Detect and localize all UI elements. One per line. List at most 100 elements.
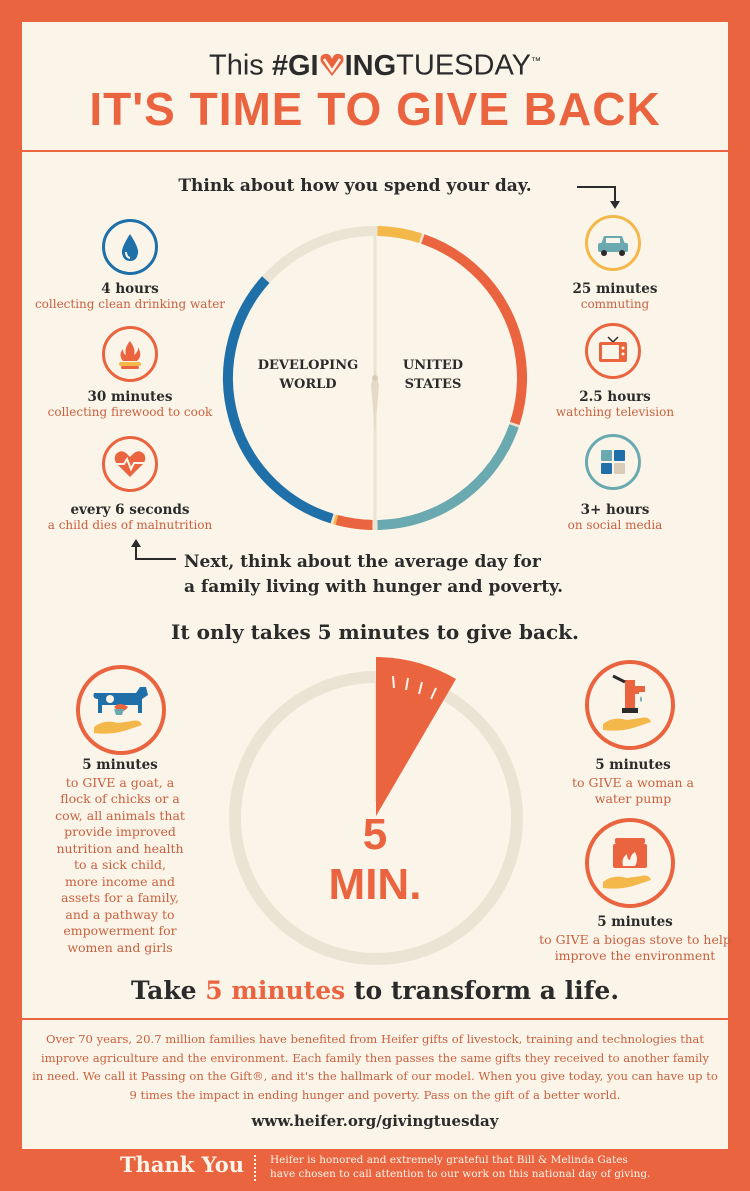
think-about-day: Think about how you spend your day. [178, 176, 532, 196]
logo-hashtag-gi: #GI [271, 49, 319, 82]
next-think-line1: Next, think about the average day for [184, 552, 541, 572]
stat-firewood: 30 minutes collecting firewood to cook [20, 389, 240, 419]
about-line: in need. We call it Passing on the Gift®… [32, 1069, 718, 1083]
five-minute-timer [229, 657, 523, 965]
stat-television: 2.5 hours watching television [530, 389, 700, 419]
clock-hand [371, 371, 379, 433]
campfire-icon [102, 326, 158, 382]
timer-wedge [376, 657, 456, 816]
clock-center [372, 375, 378, 381]
footer-note-line2: have chosen to call attention to our wor… [270, 1168, 651, 1180]
next-think-line2: a family living with hunger and poverty. [184, 577, 564, 597]
developing-label-line1: DEVELOPING [257, 358, 359, 373]
livestock-gift-icon [76, 665, 166, 755]
stat-firewood-value: 30 minutes [87, 389, 173, 405]
about-line: improve agriculture and the environment.… [40, 1050, 710, 1065]
biogas-stove-gift-icon [585, 818, 675, 908]
gift-biogas-title: 5 minutes [597, 914, 673, 930]
gift-livestock-line: to a sick child, [74, 857, 166, 872]
us-label-line1: UNITED [402, 358, 464, 373]
water-drop-icon [102, 219, 158, 275]
gift-livestock-line: flock of chicks or a [60, 791, 180, 806]
gift-livestock-line: cow, all animals that [55, 807, 185, 823]
stat-water-value: 4 hours [101, 281, 159, 297]
trademark: ™ [531, 56, 541, 67]
water-pump-gift-icon [585, 660, 675, 750]
arrow-down-right-icon [577, 186, 620, 209]
clock-segment-malnutrition [335, 515, 373, 530]
next-think-text: Next, think about the average day for a … [184, 550, 604, 600]
timer-unit: MIN. [328, 860, 422, 909]
thank-you-heading: Thank You [120, 1152, 245, 1177]
stat-television-value: 2.5 hours [579, 389, 651, 405]
stat-social-media: 3+ hours on social media [530, 502, 700, 532]
stat-television-desc: watching television [555, 405, 675, 419]
day-clock-chart [223, 226, 527, 530]
about-line: Over 70 years, 20.7 million families hav… [45, 1032, 704, 1046]
us-label-line2: STATES [404, 377, 462, 392]
about-line: 9 times the impact in ending hunger and … [129, 1087, 621, 1102]
tagline-pre: Take [130, 976, 206, 1005]
footer-dotted-divider [254, 1155, 256, 1181]
take-five-minutes-tagline: Take 5 minutes to transform a life. [0, 976, 750, 1005]
about-heifer-paragraph: Over 70 years, 20.7 million families hav… [22, 1030, 728, 1104]
logo-tuesday: TUESDAY [396, 49, 531, 82]
tagline-highlight: 5 minutes [205, 976, 346, 1005]
five-minutes-heading: It only takes 5 minutes to give back. [171, 620, 579, 644]
headline: IT'S TIME TO GIVE BACK [89, 83, 661, 135]
gift-livestock-line: provide improved [64, 824, 176, 839]
timer-label: 5 MIN. [300, 810, 450, 910]
gift-water-pump-line: water pump [594, 791, 672, 806]
clock-segment-television [421, 234, 527, 425]
footer-note-line1: Heifer is honored and extremely grateful… [270, 1154, 628, 1166]
gift-livestock-line: empowerment for [63, 923, 177, 938]
stat-social-media-value: 3+ hours [580, 502, 650, 518]
clock-label-united-states: UNITED STATES [383, 356, 483, 394]
header-divider [22, 150, 728, 152]
stat-malnutrition: every 6 seconds a child dies of malnutri… [20, 502, 240, 532]
gift-livestock-line: to GIVE a goat, a [65, 774, 175, 790]
stat-commuting-desc: commuting [580, 297, 650, 311]
stat-social-media-desc: on social media [567, 518, 663, 532]
gift-water-pump-title: 5 minutes [595, 757, 671, 773]
stat-commuting: 25 minutes commuting [530, 281, 700, 311]
footer-bar [0, 1149, 750, 1191]
gift-water-pump-text: 5 minutes to GIVE a woman a water pump [548, 757, 718, 808]
stat-malnutrition-value: every 6 seconds [70, 502, 190, 518]
giving-tuesday-title: This #GI INGTUESDAY™ [0, 44, 750, 84]
social-media-icon [585, 434, 641, 490]
clock-segment-water [223, 276, 334, 524]
stat-firewood-desc: collecting firewood to cook [47, 405, 213, 419]
logo-ing: ING [344, 49, 397, 82]
gift-livestock-line: more income and [64, 873, 176, 889]
heifer-url-link[interactable]: www.heifer.org/givingtuesday [251, 1112, 499, 1130]
gift-water-pump-line: to GIVE a woman a [571, 774, 694, 790]
heartbeat-icon [102, 436, 158, 492]
title-this: This [209, 49, 264, 82]
gift-livestock-line: nutrition and health [56, 840, 184, 856]
gift-biogas-text: 5 minutes to GIVE a biogas stove to help… [520, 914, 750, 965]
about-divider [22, 1018, 728, 1020]
footer-gates-note: Heifer is honored and extremely grateful… [270, 1153, 740, 1181]
stat-commuting-value: 25 minutes [572, 281, 658, 297]
gift-livestock-line: assets for a family, [61, 890, 179, 905]
stat-water-desc: collecting clean drinking water [34, 297, 226, 311]
television-icon [585, 323, 641, 379]
car-icon [585, 215, 641, 271]
tagline-post: to transform a life. [345, 976, 620, 1005]
timer-number: 5 [362, 810, 388, 859]
clock-label-developing-world: DEVELOPING WORLD [248, 356, 368, 394]
heart-v-icon [320, 53, 344, 76]
stat-water: 4 hours collecting clean drinking water [20, 281, 240, 311]
gift-biogas-line: improve the environment [554, 948, 716, 963]
timer-tick-marks [392, 675, 437, 700]
gift-livestock-title: 5 minutes [82, 757, 158, 773]
gift-biogas-line: to GIVE a biogas stove to help [539, 931, 731, 947]
clock-segment-commuting [377, 226, 422, 243]
giving-tuesday-logo: #GI ING [272, 50, 396, 82]
gift-livestock-line: women and girls [67, 939, 173, 955]
clock-segment-social-media [377, 424, 519, 530]
gift-livestock-line: and a pathway to [65, 906, 175, 922]
arrow-up-left-icon [131, 539, 176, 560]
developing-label-line2: WORLD [279, 377, 337, 392]
